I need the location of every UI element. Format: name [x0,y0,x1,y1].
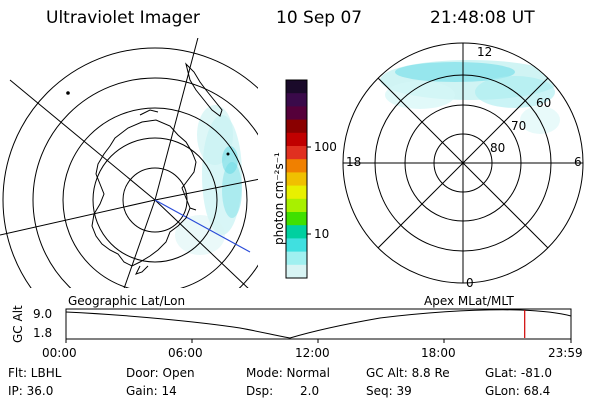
gc-alt-info: GC Alt: 8.8 Re [366,366,450,380]
colorbar-ticks [307,146,311,235]
time-label: 21:48:08 UT [430,8,535,28]
y-tick-1-8: 1.8 [33,326,53,340]
polar-label-80: 80 [490,141,506,155]
polar-grid-lines [343,43,583,283]
date-label: 10 Sep 07 [276,8,363,28]
mode-info: Mode: Normal [246,366,330,380]
ip-info: IP: 36.0 [8,384,54,398]
geo-aurora-glow [175,105,242,255]
door-info: Door: Open [126,366,195,380]
polar-aurora [380,60,560,134]
colorbar-swatch [286,106,307,121]
altitude-curve [65,309,572,339]
polar-label-70: 70 [511,119,527,133]
colorbar-tick-10: 10 [314,227,330,241]
colorbar-frame [285,79,308,279]
timeline [65,308,572,343]
polar-label-6: 6 [574,155,582,169]
colorbar-swatch [286,119,307,134]
colorbar-swatch [286,238,307,253]
colorbar-unit-label: photon cm⁻²s⁻¹ [272,152,286,245]
filter-info: Flt: LBHL [8,366,62,380]
dsp-label: Dsp: [246,384,274,398]
meridian-lines [0,38,258,288]
colorbar-swatch [286,185,307,200]
colorbar-swatch [286,212,307,226]
continent-tip [185,62,223,117]
x-tick-0600: 06:00 [168,346,203,360]
continent-outline [91,109,197,275]
glon-info: GLon: 68.4 [485,384,551,398]
x-tick-0000: 00:00 [42,346,77,360]
colorbar-swatch [286,198,307,213]
colorbar-swatch [286,264,307,279]
glat-info: GLat: -81.0 [485,366,552,380]
colorbar-swatch [286,132,307,147]
apex-label: Apex MLat/MLT [424,294,514,308]
gain-info: Gain: 14 [126,384,177,398]
colorbar-swatch [286,93,307,107]
island-dot [66,91,70,95]
seq-info: Seq: 39 [366,384,412,398]
instrument-title: Ultraviolet Imager [46,8,200,28]
polar-label-18: 18 [346,155,362,169]
colorbar-swatch [286,146,307,160]
dsp-value: 2.0 [300,384,320,398]
polar-label-12: 12 [477,45,493,59]
colorbar-swatch [286,225,307,239]
colorbar-swatch [286,251,307,266]
colorbar-tick-100: 100 [314,140,337,154]
timeline-ticks [65,339,572,343]
polar-label-60: 60 [536,96,552,110]
colorbar-gradient [286,80,307,279]
colorbar-swatch [286,159,307,173]
colorbar-swatch [286,80,307,94]
colorbar [285,79,311,279]
geographic-map [0,38,258,288]
y-tick-9: 9.0 [33,307,53,321]
gc-alt-axis-label: GC Alt [11,305,25,343]
timeline-frame [65,308,572,340]
island-dot [226,152,230,156]
x-tick-1800: 18:00 [421,346,456,360]
polar-label-0: 0 [466,276,474,290]
polar-plot [342,42,584,284]
geographic-label: Geographic Lat/Lon [68,294,186,308]
x-tick-1200: 12:00 [295,346,330,360]
x-tick-2359: 23:59 [548,346,583,360]
colorbar-swatch [286,172,307,187]
magnetic-pole-line [154,199,251,253]
